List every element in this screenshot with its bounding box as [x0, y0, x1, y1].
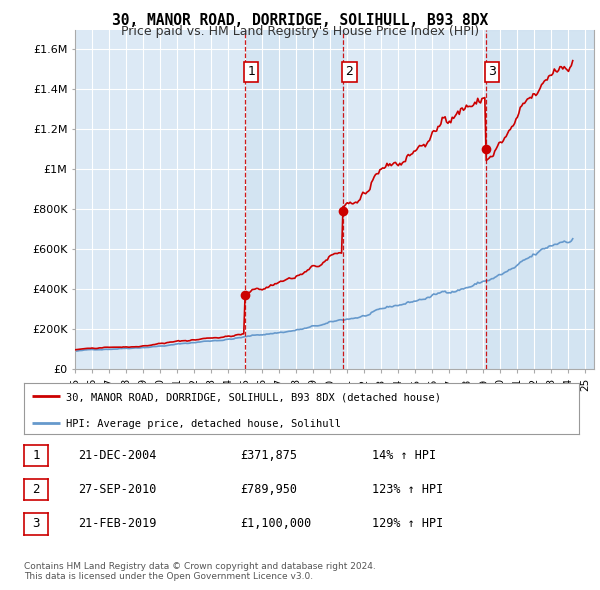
- Text: 21-DEC-2004: 21-DEC-2004: [78, 449, 157, 462]
- Text: 2: 2: [32, 483, 40, 496]
- Text: 21-FEB-2019: 21-FEB-2019: [78, 517, 157, 530]
- Bar: [485, 30, 594, 369]
- Text: 30, MANOR ROAD, DORRIDGE, SOLIHULL, B93 8DX: 30, MANOR ROAD, DORRIDGE, SOLIHULL, B93 …: [112, 13, 488, 28]
- Text: 1: 1: [32, 449, 40, 462]
- Text: 14% ↑ HPI: 14% ↑ HPI: [372, 449, 436, 462]
- Text: Contains HM Land Registry data © Crown copyright and database right 2024.
This d: Contains HM Land Registry data © Crown c…: [24, 562, 376, 581]
- Text: £789,950: £789,950: [240, 483, 297, 496]
- Text: 30, MANOR ROAD, DORRIDGE, SOLIHULL, B93 8DX (detached house): 30, MANOR ROAD, DORRIDGE, SOLIHULL, B93 …: [65, 392, 440, 402]
- Text: 129% ↑ HPI: 129% ↑ HPI: [372, 517, 443, 530]
- Text: 3: 3: [32, 517, 40, 530]
- Text: 3: 3: [488, 65, 496, 78]
- Text: £1,100,000: £1,100,000: [240, 517, 311, 530]
- Text: 123% ↑ HPI: 123% ↑ HPI: [372, 483, 443, 496]
- Text: £371,875: £371,875: [240, 449, 297, 462]
- Text: HPI: Average price, detached house, Solihull: HPI: Average price, detached house, Soli…: [65, 419, 341, 428]
- Text: 1: 1: [247, 65, 255, 78]
- Bar: [245, 30, 343, 369]
- Text: 27-SEP-2010: 27-SEP-2010: [78, 483, 157, 496]
- Text: 2: 2: [346, 65, 353, 78]
- Text: Price paid vs. HM Land Registry's House Price Index (HPI): Price paid vs. HM Land Registry's House …: [121, 25, 479, 38]
